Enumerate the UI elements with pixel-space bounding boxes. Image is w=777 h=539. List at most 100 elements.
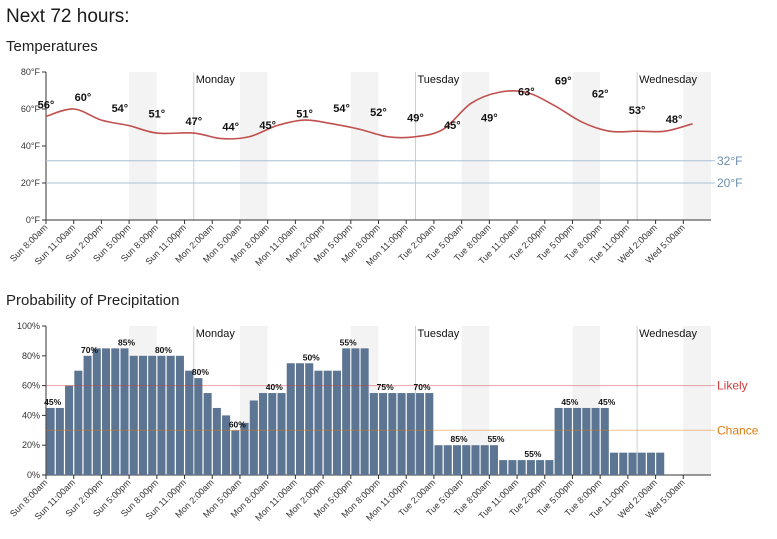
temperature-value-label: 45° <box>444 120 461 132</box>
night-band <box>129 72 157 220</box>
y-tick-label: 100% <box>17 321 40 331</box>
y-tick-label: 20% <box>22 440 40 450</box>
temperature-value-label: 60° <box>75 92 92 104</box>
precip-bar <box>185 370 194 475</box>
night-band <box>350 72 379 220</box>
precip-bar <box>545 460 554 475</box>
precip-bar <box>65 385 74 475</box>
temperature-value-label: 62° <box>592 88 609 100</box>
y-tick-label: 20°F <box>21 178 41 188</box>
precip-bar <box>295 363 305 475</box>
precip-value-label: 80% <box>192 367 209 377</box>
precip-bar <box>55 407 64 475</box>
temperature-value-label: 54° <box>112 103 129 115</box>
reference-label: Likely <box>717 379 748 393</box>
precip-bar <box>573 407 582 475</box>
temperature-value-label: 51° <box>149 109 166 121</box>
precip-bar <box>194 378 203 475</box>
precip-bar <box>120 348 129 475</box>
precip-bar <box>406 393 415 475</box>
y-tick-label: 60°F <box>21 104 41 114</box>
precip-bar <box>138 355 147 475</box>
precip-bar <box>314 370 323 475</box>
precip-value-label: 80% <box>155 345 172 355</box>
precip-bar <box>240 422 249 475</box>
precip-value-label: 55% <box>487 434 504 444</box>
precip-bar <box>157 355 166 475</box>
temperature-value-label: 44° <box>222 122 239 134</box>
temperature-value-label: 54° <box>333 103 350 115</box>
night-band <box>572 72 601 220</box>
night-band <box>239 72 268 220</box>
day-label: Monday <box>196 328 236 340</box>
precip-value-label: 85% <box>118 337 135 347</box>
precip-value-label: 45% <box>561 397 578 407</box>
precip-bar <box>452 445 462 475</box>
precip-value-label: 55% <box>524 449 541 459</box>
precip-bar <box>203 393 212 475</box>
day-label: Wednesday <box>639 74 697 86</box>
temperature-value-label: 53° <box>629 105 646 117</box>
reference-label: 20°F <box>717 176 742 190</box>
precip-value-label: 40% <box>266 382 283 392</box>
precip-bar <box>646 452 655 475</box>
precip-bar <box>249 400 258 475</box>
precip-bar <box>536 460 545 475</box>
precip-bar <box>443 445 452 475</box>
y-tick-label: 80°F <box>21 67 41 77</box>
precip-bar <box>268 393 277 475</box>
temperature-value-label: 63° <box>518 86 535 98</box>
night-band <box>683 72 711 220</box>
day-label: Tuesday <box>417 328 459 340</box>
precip-bar <box>277 393 286 475</box>
temperature-chart-title: Temperatures <box>6 38 98 55</box>
precip-bar <box>508 460 517 475</box>
precip-bar <box>499 460 508 475</box>
temperature-value-label: 45° <box>259 120 276 132</box>
precip-bar <box>489 445 498 475</box>
precip-bar <box>637 452 646 475</box>
precip-bar <box>342 348 351 475</box>
temperature-value-label: 48° <box>666 114 683 126</box>
precip-bar <box>397 393 406 475</box>
precip-bar <box>148 355 157 475</box>
precip-bar <box>231 430 240 475</box>
precip-bar <box>582 407 591 475</box>
precip-bar <box>610 452 619 475</box>
precip-bar <box>462 445 471 475</box>
precipitation-chart-title: Probability of Precipitation <box>6 292 180 309</box>
precip-bar <box>102 348 111 475</box>
precip-bar <box>83 355 92 475</box>
precip-bar <box>369 393 378 475</box>
precip-bar <box>619 452 628 475</box>
precip-bar <box>526 460 535 475</box>
y-tick-label: 40°F <box>21 141 41 151</box>
precip-value-label: 45% <box>598 397 615 407</box>
precip-bar <box>563 407 572 475</box>
precip-bar <box>591 407 600 475</box>
precip-bar <box>111 348 120 475</box>
reference-label: 32°F <box>717 154 742 168</box>
temperature-value-label: 69° <box>555 75 572 87</box>
precip-bar <box>517 460 526 475</box>
precip-bar <box>471 445 480 475</box>
precip-bar <box>554 407 563 475</box>
y-tick-label: 0°F <box>26 215 41 225</box>
day-label: Wednesday <box>639 328 697 340</box>
temperature-value-label: 49° <box>407 112 424 124</box>
precip-bar <box>46 407 55 475</box>
precip-bar <box>656 452 665 475</box>
precip-bar <box>600 407 609 475</box>
y-tick-label: 60% <box>22 381 40 391</box>
temperature-value-label: 52° <box>370 107 387 119</box>
precip-value-label: 50% <box>303 352 320 362</box>
precip-bar <box>360 348 369 475</box>
precip-bar <box>222 415 231 475</box>
precip-bar <box>425 393 434 475</box>
temperature-chart: Monday Tuesday Wednesday 0°F 20°F 40°F 60°F 80°… <box>8 67 742 268</box>
day-label: Monday <box>196 74 236 86</box>
y-tick-label: 40% <box>22 410 40 420</box>
precip-value-label: 60% <box>229 419 246 429</box>
precip-bar <box>416 393 425 475</box>
